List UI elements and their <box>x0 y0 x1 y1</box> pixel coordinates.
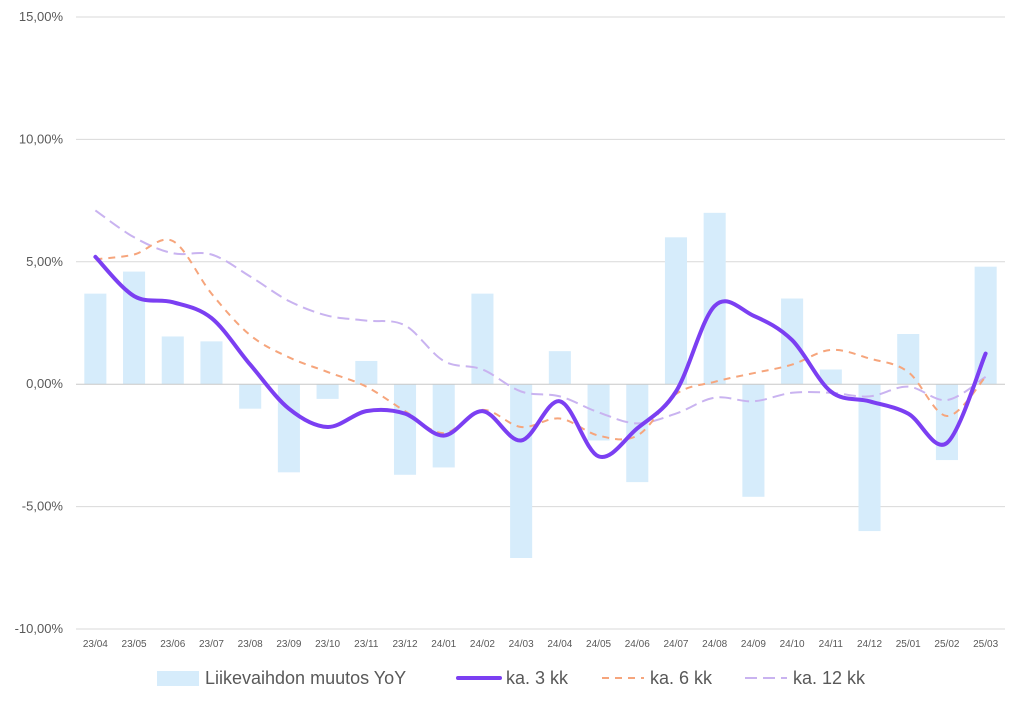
y-tick-label: 10,00% <box>19 131 64 146</box>
bar <box>432 384 455 468</box>
x-tick-label: 23/08 <box>238 639 263 650</box>
y-tick-label: -5,00% <box>22 499 64 514</box>
x-tick-label: 24/04 <box>547 639 572 650</box>
x-tick-label: 23/12 <box>393 639 418 650</box>
bar <box>742 384 765 497</box>
y-tick-label: -10,00% <box>15 621 64 636</box>
bar <box>277 384 300 473</box>
legend: Liikevaihdon muutos YoY ka. 3 kk ka. 6 k… <box>157 668 866 688</box>
x-tick-label: 23/04 <box>83 639 108 650</box>
series-line-ka6 <box>95 238 987 441</box>
x-tick-label: 24/05 <box>586 639 611 650</box>
bar <box>393 384 417 475</box>
bar <box>703 212 726 385</box>
x-tick-label: 24/09 <box>741 639 766 650</box>
y-tick-label: 15,00% <box>19 9 64 24</box>
series-line-ka12 <box>94 209 987 425</box>
x-tick-label: 25/02 <box>934 639 959 650</box>
x-tick-label: 23/05 <box>122 639 147 650</box>
x-tick-label: 24/12 <box>857 639 882 650</box>
x-tick-label: 23/07 <box>199 639 224 650</box>
bar <box>664 237 688 385</box>
bar <box>935 384 958 461</box>
x-tick-label: 24/02 <box>470 639 495 650</box>
series-line-ka3 <box>93 254 988 459</box>
x-tick-label: 23/06 <box>160 639 185 650</box>
bar <box>84 293 107 385</box>
bar <box>858 384 881 532</box>
bar <box>200 341 223 385</box>
bar <box>161 336 184 385</box>
x-tick-label: 25/01 <box>896 639 921 650</box>
bar <box>819 369 842 385</box>
legend-label-ka6: ka. 6 kk <box>650 668 713 688</box>
lines <box>93 209 988 459</box>
x-tick-label: 24/03 <box>509 639 534 650</box>
bar <box>626 384 649 483</box>
bar <box>587 384 610 441</box>
y-tick-label: 0,00% <box>26 376 63 391</box>
bar <box>239 384 262 409</box>
bar <box>316 384 339 399</box>
bar <box>548 351 571 385</box>
gridlines <box>76 16 1005 630</box>
x-tick-label: 24/11 <box>819 639 844 650</box>
x-tick-label: 25/03 <box>973 639 998 650</box>
y-tick-labels: -10,00% -5,00% 0,00% 5,00% 10,00% 15,00% <box>15 9 64 636</box>
bar <box>897 334 920 385</box>
x-tick-label: 23/09 <box>276 639 301 650</box>
bar <box>471 293 494 385</box>
x-tick-label: 23/10 <box>315 639 340 650</box>
bar <box>355 360 378 385</box>
bar <box>510 384 533 559</box>
x-tick-label: 24/10 <box>780 639 805 650</box>
legend-swatch-bar <box>157 671 199 686</box>
x-tick-label: 24/08 <box>702 639 727 650</box>
legend-label-ka3: ka. 3 kk <box>506 668 569 688</box>
x-tick-label: 24/07 <box>663 639 688 650</box>
legend-label-bar: Liikevaihdon muutos YoY <box>205 668 406 688</box>
x-tick-labels: 23/04 23/05 23/06 23/07 23/08 23/09 23/10 23/11… <box>83 639 999 650</box>
x-tick-label: 23/11 <box>354 639 379 650</box>
x-tick-label: 24/01 <box>431 639 456 650</box>
legend-label-ka12: ka. 12 kk <box>793 668 866 688</box>
x-tick-label: 24/06 <box>625 639 650 650</box>
bar <box>974 266 997 385</box>
y-tick-label: 5,00% <box>26 254 63 269</box>
